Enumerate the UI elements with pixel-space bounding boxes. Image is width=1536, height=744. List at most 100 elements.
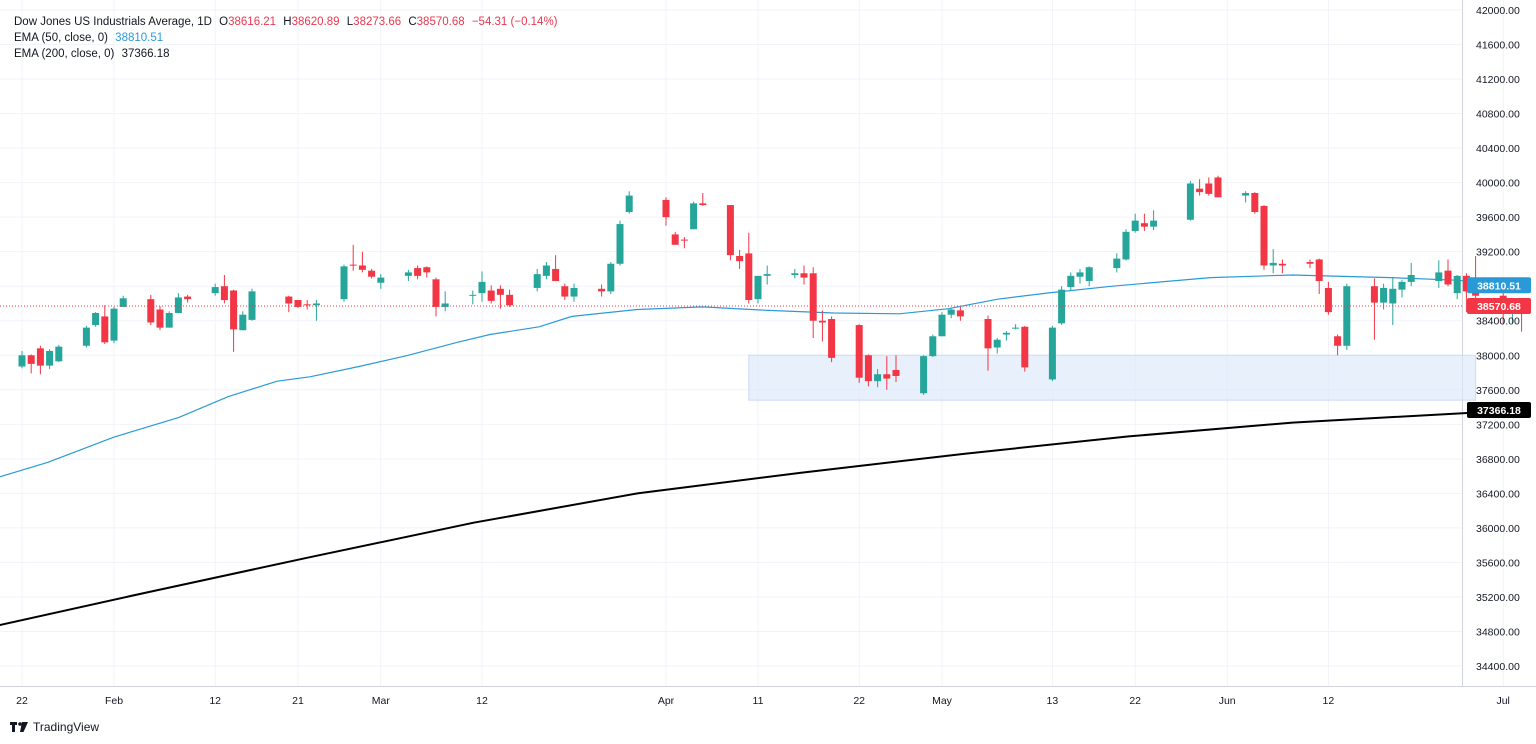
candle[interactable]	[119, 295, 127, 307]
x-axis[interactable]: 22Feb1221Mar12Apr1122May1322Jun12Jul10	[16, 695, 1536, 707]
candle[interactable]	[1334, 334, 1342, 356]
candle[interactable]	[184, 294, 192, 303]
candle[interactable]	[220, 274, 228, 304]
candle[interactable]	[27, 354, 35, 374]
y-axis[interactable]: 34400.00 34800.00 35200.00 35600.00 36000.00…	[1476, 5, 1520, 673]
candle[interactable]	[285, 295, 293, 313]
candle[interactable]	[1444, 259, 1452, 287]
candle[interactable]	[818, 310, 826, 342]
candle[interactable]	[616, 220, 624, 266]
candle[interactable]	[147, 294, 155, 326]
candle[interactable]	[1306, 259, 1314, 269]
candle[interactable]	[1380, 283, 1388, 310]
candle[interactable]	[800, 265, 808, 285]
candle[interactable]	[1058, 286, 1066, 326]
candle[interactable]	[101, 305, 109, 345]
candle[interactable]	[423, 266, 431, 278]
tradingview-logo[interactable]: TradingView	[10, 720, 99, 734]
candle[interactable]	[303, 300, 311, 310]
candle[interactable]	[855, 324, 863, 383]
candle[interactable]	[1251, 192, 1259, 214]
candle[interactable]	[1113, 253, 1121, 273]
candle[interactable]	[469, 290, 477, 305]
legend-symbol[interactable]: Dow Jones US Industrials Average, 1D	[14, 16, 212, 28]
candle[interactable]	[1150, 210, 1158, 231]
candle[interactable]	[662, 197, 670, 226]
candle[interactable]	[690, 201, 698, 230]
candle[interactable]	[542, 262, 550, 280]
candle[interactable]	[625, 191, 633, 214]
candle[interactable]	[294, 300, 302, 308]
legend-ema200-row[interactable]: EMA (200, close, 0) 37366.18	[14, 46, 558, 62]
candle[interactable]	[874, 369, 882, 388]
legend-ema50-row[interactable]: EMA (50, close, 0) 38810.51	[14, 30, 558, 46]
candle[interactable]	[533, 268, 541, 292]
candle[interactable]	[92, 312, 100, 327]
candle[interactable]	[478, 271, 486, 302]
candle[interactable]	[248, 288, 256, 321]
candle[interactable]	[239, 311, 247, 331]
candle[interactable]	[82, 325, 90, 348]
candle[interactable]	[211, 283, 219, 296]
candle[interactable]	[552, 255, 560, 282]
candle[interactable]	[892, 355, 900, 383]
candle[interactable]	[1085, 266, 1093, 287]
candle[interactable]	[36, 345, 44, 375]
candle[interactable]	[763, 265, 771, 285]
candle[interactable]	[726, 205, 734, 261]
candle[interactable]	[956, 306, 964, 321]
candle[interactable]	[1048, 325, 1056, 382]
candle[interactable]	[1260, 205, 1268, 270]
candle[interactable]	[1131, 213, 1139, 233]
candle[interactable]	[340, 264, 348, 302]
candle[interactable]	[864, 354, 872, 387]
candle[interactable]	[312, 300, 320, 321]
candle[interactable]	[414, 265, 422, 280]
candle[interactable]	[947, 308, 955, 319]
candle[interactable]	[754, 275, 762, 304]
candle[interactable]	[1067, 272, 1075, 291]
candle[interactable]	[230, 289, 238, 352]
candle[interactable]	[598, 284, 606, 297]
candle[interactable]	[55, 344, 63, 363]
candle[interactable]	[883, 356, 891, 390]
candle[interactable]	[1002, 331, 1010, 341]
candle[interactable]	[570, 283, 578, 302]
candle[interactable]	[1324, 281, 1332, 315]
candle[interactable]	[561, 283, 569, 301]
candle[interactable]	[1196, 179, 1204, 196]
candle[interactable]	[736, 249, 744, 269]
candle[interactable]	[1462, 273, 1470, 313]
candle[interactable]	[1370, 278, 1378, 340]
candle[interactable]	[1278, 259, 1286, 274]
candle[interactable]	[1407, 262, 1415, 287]
candle[interactable]	[174, 293, 182, 313]
candle[interactable]	[349, 244, 357, 271]
candle[interactable]	[1205, 177, 1213, 196]
candle[interactable]	[920, 355, 928, 395]
candle[interactable]	[1315, 258, 1323, 294]
candle[interactable]	[358, 251, 366, 273]
candle[interactable]	[984, 315, 992, 371]
candle[interactable]	[671, 231, 679, 245]
candle[interactable]	[809, 267, 817, 338]
ema50-line[interactable]	[0, 274, 1522, 482]
candle[interactable]	[828, 316, 836, 363]
candle[interactable]	[1453, 274, 1461, 300]
candle[interactable]	[1186, 180, 1194, 221]
candle[interactable]	[377, 274, 385, 289]
candle[interactable]	[1435, 260, 1443, 288]
candle[interactable]	[1012, 324, 1020, 330]
candle[interactable]	[432, 277, 440, 317]
candle[interactable]	[1140, 213, 1148, 231]
candle[interactable]	[487, 285, 495, 304]
candle[interactable]	[441, 291, 449, 312]
candle[interactable]	[156, 306, 164, 331]
candle[interactable]	[506, 289, 514, 307]
ema200-line[interactable]	[0, 409, 1522, 629]
candle[interactable]	[1389, 277, 1397, 326]
candle[interactable]	[1242, 191, 1250, 203]
candle[interactable]	[404, 269, 412, 282]
candle[interactable]	[368, 268, 376, 279]
candle[interactable]	[110, 306, 118, 344]
